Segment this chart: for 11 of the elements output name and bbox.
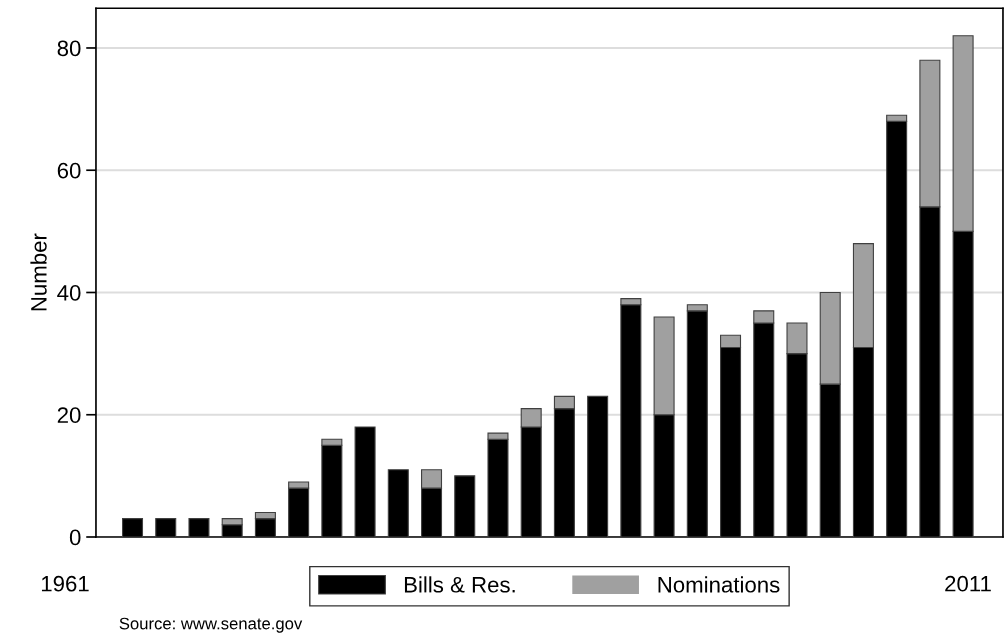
y-tick-label: 80 [57, 40, 81, 57]
legend-label: Nominations [658, 576, 780, 593]
y-tick-label: 0 [69, 529, 81, 546]
y-tick-label: 40 [57, 285, 81, 301]
legend-label: Bills & Res. [404, 576, 515, 593]
source-note: Source: www.senate.gov [119, 617, 303, 633]
text: 1961 [41, 575, 89, 592]
text: 2011 [945, 575, 991, 592]
y-axis-title: Number [30, 233, 47, 311]
y-tick-label: 20 [57, 407, 81, 424]
y-tick-label: 60 [57, 162, 81, 179]
